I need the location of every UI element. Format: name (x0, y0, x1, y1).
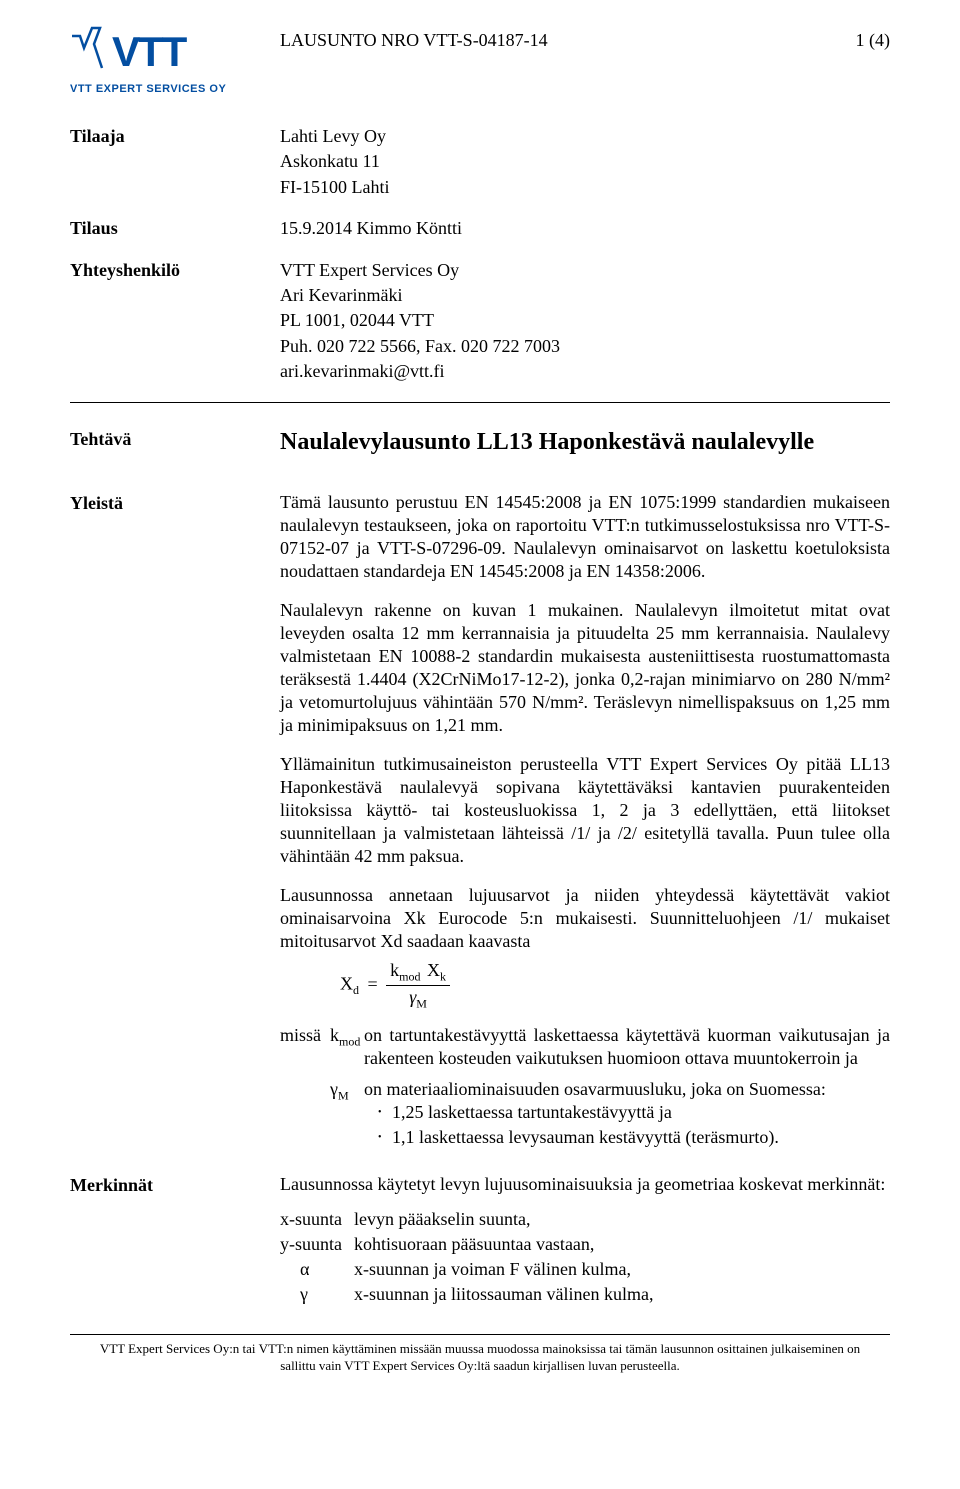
formula-kmod-sub: mod (399, 970, 420, 984)
footer-line2: sallittu vain VTT Expert Services Oy:ltä… (70, 1358, 890, 1374)
section-yleista: Yleistä Tämä lausunto perustuu EN 14545:… (70, 491, 890, 1156)
yleista-p1: Tämä lausunto perustuu EN 14545:2008 ja … (280, 491, 890, 583)
merkinnat-body: Lausunnossa käytetyt levyn lujuusominais… (280, 1173, 890, 1308)
tilaaja-addr2: FI-15100 Lahti (280, 176, 390, 199)
where-gm-bullets: 1,25 laskettaessa tartuntakestävyyttä ja… (364, 1101, 890, 1149)
yhteys-addr: PL 1001, 02044 VTT (280, 309, 434, 332)
def-gamma-txt: x-suunnan ja liitossauman välinen kulma, (354, 1283, 890, 1306)
section-merkinnat: Merkinnät Lausunnossa käytetyt levyn luj… (70, 1173, 890, 1308)
merkinnat-label: Merkinnät (70, 1173, 280, 1308)
header: VTT VTT EXPERT SERVICES OY LAUSUNTO NRO … (70, 24, 890, 95)
tilaus-label: Tilaus (70, 217, 280, 240)
tehtava-label: Tehtävä (70, 427, 280, 477)
tilaaja-addr1: Askonkatu 11 (280, 150, 380, 173)
formula-fraction: kmod Xk γM (386, 959, 450, 1012)
vtt-logo-icon: VTT (70, 24, 250, 76)
where-gm-block: on materiaaliominaisuuden osavarmuusluku… (364, 1078, 890, 1151)
doc-header: LAUSUNTO NRO VTT-S-04187-14 1 (4) (280, 24, 890, 51)
tilaaja-label: Tilaaja (70, 125, 280, 148)
yhteys-email: ari.kevarinmaki@vtt.fi (280, 360, 445, 383)
doc-id: LAUSUNTO NRO VTT-S-04187-14 (280, 30, 548, 51)
logo-block: VTT VTT EXPERT SERVICES OY (70, 24, 280, 95)
formula-xk-k: k (440, 970, 446, 984)
where-gm-lead: on materiaaliominaisuuden osavarmuusluku… (364, 1079, 826, 1099)
yleista-p2: Naulalevyn rakenne on kuvan 1 mukainen. … (280, 599, 890, 737)
yleista-body: Tämä lausunto perustuu EN 14545:2008 ja … (280, 491, 890, 1156)
yhteys-phone: Puh. 020 722 5566, Fax. 020 722 7003 (280, 335, 560, 358)
page-number: 1 (4) (856, 30, 891, 51)
yhteys-label: Yhteyshenkilö (70, 259, 280, 282)
formula-eq: = (364, 974, 382, 994)
yhteys-person: Ari Kevarinmäki (280, 284, 402, 307)
where-lead: missä (280, 1024, 330, 1070)
where-gm-b1: 1,25 laskettaessa tartuntakestävyyttä ja (378, 1101, 890, 1124)
divider (70, 402, 890, 403)
tehtava-title: Naulalevylausunto LL13 Haponkestävä naul… (280, 427, 890, 457)
meta-table: Tilaaja Lahti Levy Oy Askonkatu 11 FI-15… (70, 125, 890, 384)
tilaaja-name: Lahti Levy Oy (280, 125, 386, 148)
def-x-txt: levyn pääakselin suunta, (354, 1208, 890, 1231)
where-block: missä kmod on tartuntakestävyyttä lasket… (280, 1024, 890, 1151)
section-tehtava: Tehtävä Naulalevylausunto LL13 Haponkest… (70, 427, 890, 477)
formula-kmod-k: k (390, 960, 399, 980)
def-x-sym: x-suunta (280, 1208, 354, 1231)
footer: VTT Expert Services Oy:n tai VTT:n nimen… (70, 1334, 890, 1374)
tilaus-value: 15.9.2014 Kimmo Köntti (280, 217, 462, 240)
def-gamma-sym: γ (280, 1283, 354, 1306)
where-gm-b2: 1,1 laskettaessa levysauman kestävyyttä … (378, 1126, 890, 1149)
merkinnat-intro: Lausunnossa käytetyt levyn lujuusominais… (280, 1173, 890, 1196)
yleista-p4: Lausunnossa annetaan lujuusarvot ja niid… (280, 884, 890, 953)
logo-subtitle: VTT EXPERT SERVICES OY (70, 83, 280, 95)
where-gm-sym: γM (330, 1078, 364, 1151)
yleista-label: Yleistä (70, 491, 280, 1156)
formula-xd: Xd = kmod Xk γM (340, 959, 890, 1012)
formula-xk-x: X (425, 960, 440, 980)
where-kmod-sym: kmod (330, 1024, 364, 1070)
footer-line1: VTT Expert Services Oy:n tai VTT:n nimen… (70, 1341, 890, 1357)
formula-lhs-d: d (353, 983, 359, 997)
yleista-p3: Yllämainitun tutkimusaineiston perusteel… (280, 753, 890, 868)
def-alpha-txt: x-suunnan ja voiman F välinen kulma, (354, 1258, 890, 1281)
def-alpha-sym: α (280, 1258, 354, 1281)
def-y-sym: y-suunta (280, 1233, 354, 1256)
where-kmod-text: on tartuntakestävyyttä laskettaessa käyt… (364, 1024, 890, 1070)
formula-gamma-m: M (416, 997, 427, 1011)
formula-lhs-x: X (340, 974, 353, 994)
yhteys-org: VTT Expert Services Oy (280, 259, 459, 282)
page: VTT VTT EXPERT SERVICES OY LAUSUNTO NRO … (0, 0, 960, 1394)
def-y-txt: kohtisuoraan pääsuuntaa vastaan, (354, 1233, 890, 1256)
svg-text:VTT: VTT (112, 28, 188, 75)
